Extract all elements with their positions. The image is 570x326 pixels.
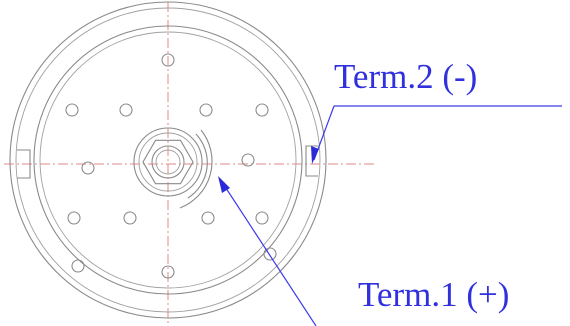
hole: [67, 211, 81, 225]
hole: [71, 259, 85, 273]
hex-nut: [142, 139, 194, 185]
hole: [241, 153, 255, 167]
right-terminal-notch: [305, 145, 318, 177]
hole: [263, 247, 277, 261]
hole: [65, 103, 79, 117]
hole: [119, 103, 133, 117]
inner-plate-ring-inner: [39, 31, 297, 289]
hole: [199, 103, 213, 117]
term1-leader-line: [221, 181, 317, 326]
post-bore: [151, 145, 185, 179]
mounting-holes: [65, 53, 277, 279]
positive-contact-arc: [187, 133, 208, 199]
left-terminal-notch: [17, 149, 31, 179]
hole: [201, 211, 215, 225]
positive-contact-arc-outer: [179, 129, 213, 209]
outer-ring-inner: [15, 7, 321, 313]
post-bore-inner: [155, 149, 181, 175]
term1-arrowhead: [218, 176, 230, 193]
hole: [161, 265, 175, 279]
hole: [123, 211, 137, 225]
inner-plate-ring: [33, 25, 303, 295]
term2-arrowhead: [311, 146, 319, 164]
term1-label: Term.1 (+): [358, 275, 509, 314]
post-inner-ring: [138, 132, 198, 192]
post-outer-ring: [133, 127, 203, 197]
hole: [255, 211, 269, 225]
term2-label: Term.2 (-): [334, 57, 477, 96]
hole: [161, 53, 175, 67]
center-terminal-post: [133, 127, 203, 197]
hole: [255, 103, 269, 117]
hole: [81, 161, 95, 175]
outer-ring: [9, 1, 327, 319]
